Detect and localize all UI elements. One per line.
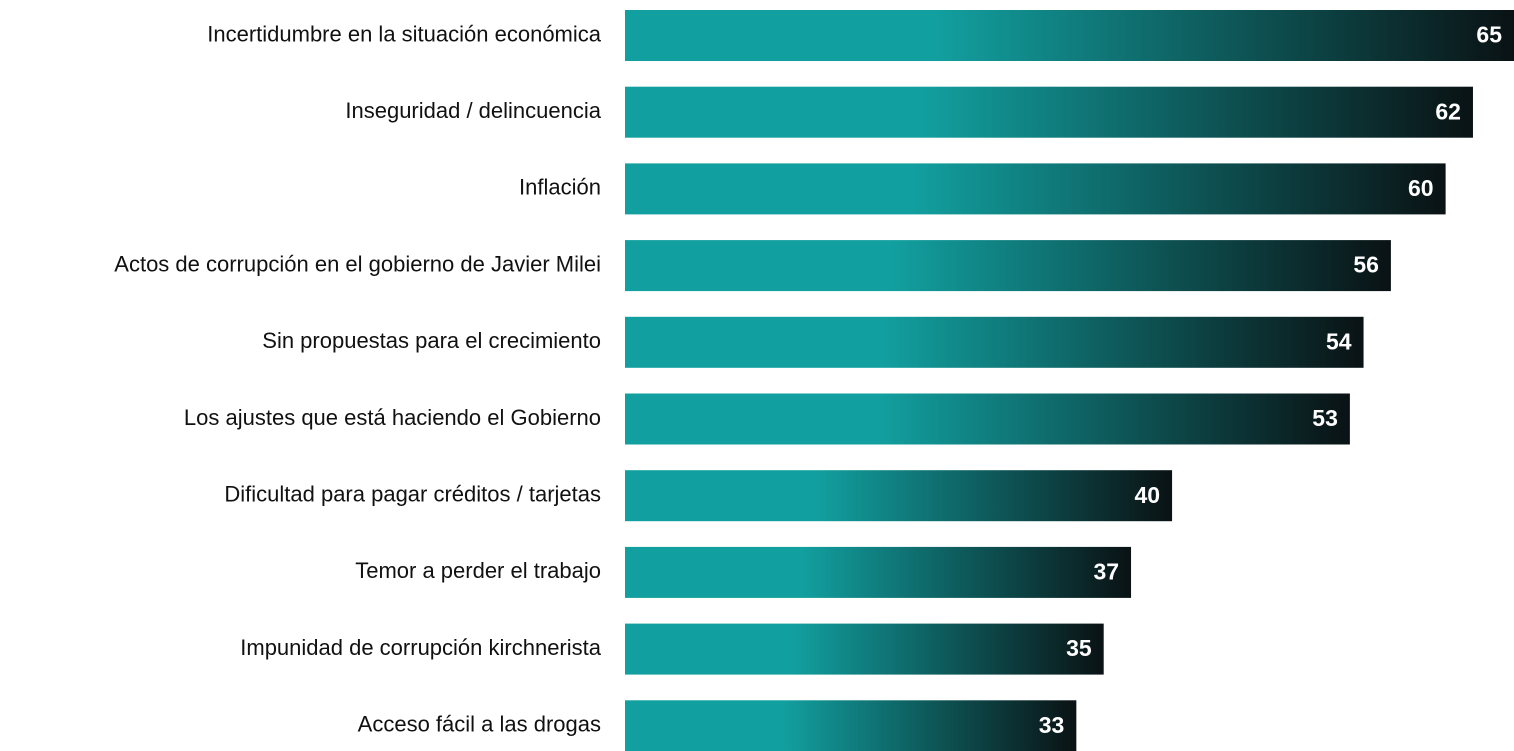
bar: [625, 10, 1514, 61]
value-label: 53: [1312, 405, 1338, 431]
value-label: 65: [1476, 22, 1502, 48]
bar: [625, 240, 1391, 292]
bar: [625, 546, 1132, 598]
category-label: Los ajustes que está haciendo el Gobiern…: [184, 405, 601, 430]
value-label: 54: [1326, 328, 1352, 354]
category-label: Actos de corrupción en el gobierno de Ja…: [114, 251, 601, 276]
value-label: 33: [1039, 712, 1065, 738]
bar: [625, 393, 1350, 445]
category-label: Inseguridad / delincuencia: [345, 98, 601, 123]
category-label: Dificultad para pagar créditos / tarjeta…: [224, 482, 601, 507]
bar: [625, 316, 1364, 368]
value-label: 56: [1353, 252, 1379, 278]
category-label: Inflación: [519, 175, 601, 200]
value-label: 60: [1408, 175, 1434, 201]
value-label: 37: [1093, 558, 1119, 584]
category-label: Sin propuestas para el crecimiento: [262, 328, 601, 353]
bar: [625, 163, 1446, 215]
bar: [625, 86, 1473, 138]
category-label: Acceso fácil a las drogas: [358, 712, 601, 737]
value-label: 62: [1435, 98, 1461, 124]
bar: [625, 470, 1173, 522]
category-label: Temor a perder el trabajo: [355, 558, 601, 583]
value-label: 40: [1134, 482, 1160, 508]
bar: [625, 623, 1104, 675]
category-label: Incertidumbre en la situación económica: [207, 21, 602, 46]
value-label: 35: [1066, 635, 1092, 661]
bar: [625, 700, 1077, 751]
category-label: Impunidad de corrupción kirchnerista: [240, 635, 602, 660]
